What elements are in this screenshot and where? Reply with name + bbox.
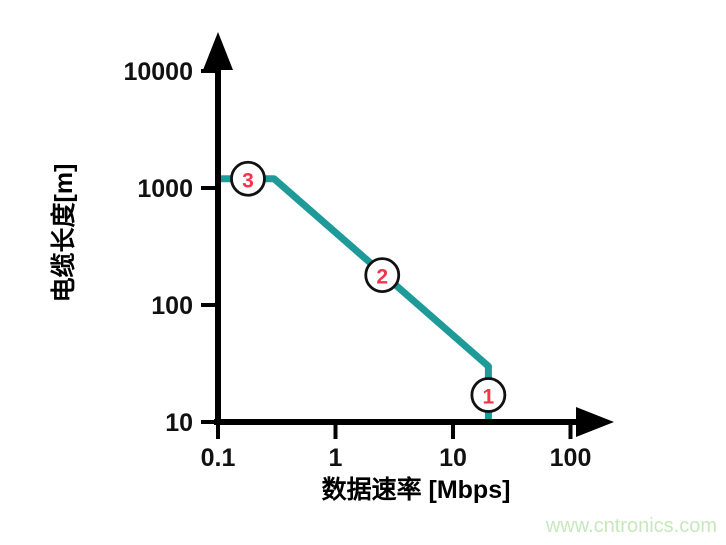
y-tick-label: 10000 [123,58,193,86]
y-axis-title: 电缆长度[m] [49,164,78,303]
data-curve [218,175,492,422]
curve-marker-1 [470,377,507,413]
curve-marker-label-2: 2 [376,266,388,289]
curve-marker-3 [230,160,266,197]
x-axis-title: 数据速率 [Mbps] [322,475,511,504]
y-axis-arrowhead [203,32,233,70]
x-tick-label: 10 [439,444,467,472]
curve-marker-2 [364,257,401,294]
x-tick-label: 0.1 [201,444,236,472]
x-tick-label: 1 [329,444,343,472]
y-tick-label: 10 [165,409,193,437]
curve-marker-label-1: 1 [483,386,495,409]
axis-layer [203,32,614,437]
y-tick-label: 1000 [137,175,193,203]
tick-layer: 10 100 1000 10000 0.1 1 10 100 [123,58,591,472]
y-tick-label: 100 [151,292,193,320]
x-axis-arrowhead [576,407,614,437]
x-tick-label: 100 [550,444,592,472]
marker-layer: 3 2 1 [230,160,507,413]
curve-marker-label-3: 3 [242,169,254,192]
watermark: www.cntronics.com [545,515,717,537]
curve-layer [218,175,492,422]
